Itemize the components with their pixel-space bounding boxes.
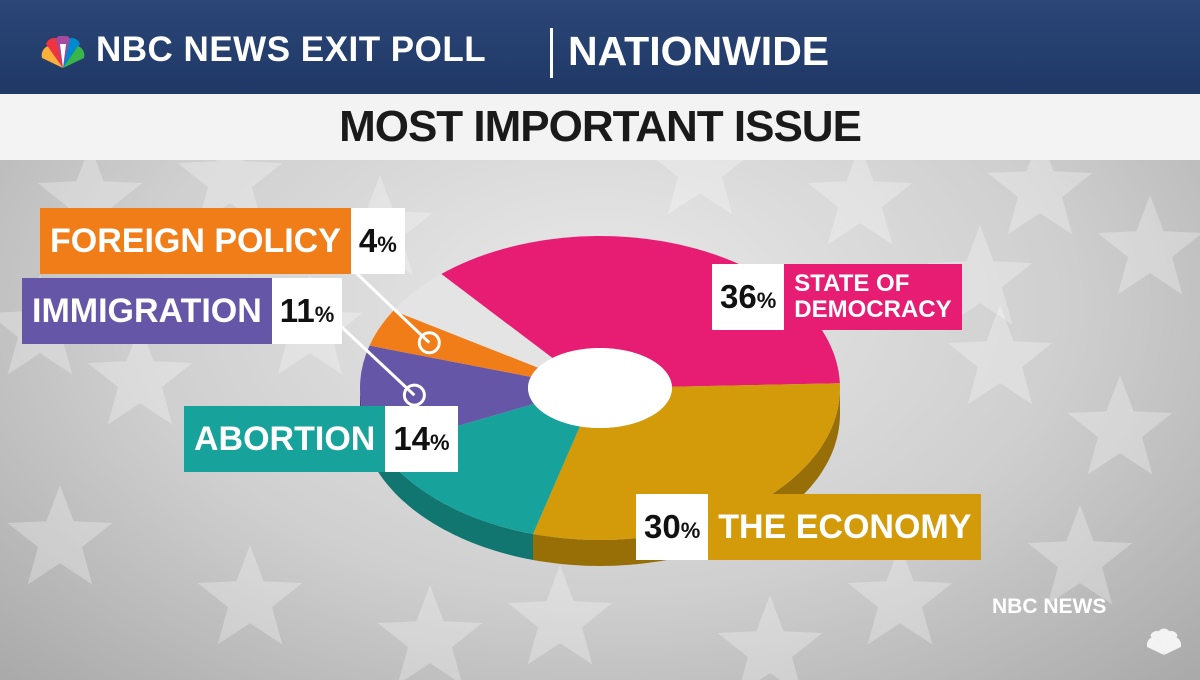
label-immigration-value: 11% — [271, 278, 343, 344]
label-foreign-policy-value: 4% — [350, 208, 405, 274]
header-divider — [550, 28, 553, 78]
background-star — [927, 225, 1033, 325]
background-star — [507, 565, 613, 665]
background-star — [987, 135, 1093, 235]
background-star — [377, 585, 483, 680]
background-star — [947, 305, 1053, 405]
background-star — [1027, 505, 1133, 605]
label-abortion: ABORTION 14% — [184, 406, 458, 472]
label-immigration-name: IMMIGRATION — [22, 278, 272, 344]
label-foreign-policy: FOREIGN POLICY 4% — [40, 208, 405, 274]
label-state-of-democracy-name: STATE OF DEMOCRACY — [784, 264, 962, 330]
label-state-of-democracy-value: 36% — [712, 264, 785, 330]
background-star — [197, 545, 303, 645]
donut-hole — [528, 348, 672, 428]
slice-other — [393, 273, 553, 368]
title-bar — [0, 94, 1200, 160]
background-star — [717, 595, 823, 680]
label-state-of-democracy-line2: DEMOCRACY — [794, 296, 952, 323]
background-star — [1097, 195, 1200, 295]
leader-dot-immigration — [402, 383, 426, 407]
background-star — [1067, 375, 1173, 475]
background-star — [7, 485, 113, 585]
background-star — [647, 115, 753, 215]
label-the-economy: 30% THE ECONOMY — [636, 494, 982, 560]
region-title: NATIONWIDE — [568, 28, 830, 74]
slice-the-economy — [533, 383, 840, 540]
leader-dot-foreign-policy — [417, 331, 441, 355]
background-star — [87, 325, 193, 425]
label-foreign-policy-name: FOREIGN POLICY — [40, 208, 351, 274]
slice-side-abortion — [379, 448, 533, 560]
label-immigration: IMMIGRATION 11% — [22, 278, 343, 344]
background-star — [807, 145, 913, 245]
leader-line-immigration — [328, 314, 416, 397]
header-bar: NBC NEWS EXIT POLL NATIONWIDE — [0, 0, 1200, 94]
brand-title: NBC NEWS EXIT POLL — [96, 30, 487, 69]
background-star — [177, 125, 283, 225]
background-star — [847, 545, 953, 645]
nbc-corner-logo-icon — [1146, 628, 1182, 655]
nbc-news-watermark: NBC NEWS — [992, 595, 1107, 618]
nbc-peacock-icon — [41, 36, 85, 68]
label-the-economy-value: 30% — [636, 494, 709, 560]
label-state-of-democracy: 36% STATE OF DEMOCRACY — [712, 264, 962, 330]
chart-title: MOST IMPORTANT ISSUE — [339, 102, 862, 151]
label-abortion-name: ABORTION — [184, 406, 386, 472]
label-the-economy-name: THE ECONOMY — [708, 494, 982, 560]
label-abortion-value: 14% — [385, 406, 458, 472]
background-star — [37, 145, 143, 245]
label-state-of-democracy-line1: STATE OF — [794, 270, 910, 297]
